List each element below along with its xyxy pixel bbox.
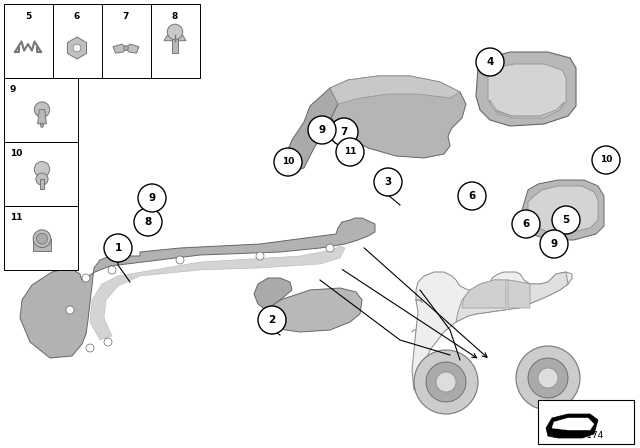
Text: 10: 10: [10, 149, 22, 158]
Polygon shape: [330, 76, 460, 104]
Polygon shape: [33, 239, 51, 251]
Text: 11: 11: [344, 147, 356, 156]
Circle shape: [476, 48, 504, 76]
Circle shape: [436, 372, 456, 392]
Polygon shape: [172, 35, 178, 53]
Circle shape: [36, 233, 47, 244]
Polygon shape: [488, 64, 566, 116]
Circle shape: [82, 274, 90, 282]
Polygon shape: [4, 142, 78, 206]
Circle shape: [330, 118, 358, 146]
Polygon shape: [40, 124, 44, 127]
Text: 2: 2: [268, 315, 276, 325]
Circle shape: [552, 206, 580, 234]
Circle shape: [528, 358, 568, 398]
Circle shape: [35, 161, 50, 177]
Polygon shape: [286, 88, 338, 170]
Text: 8: 8: [172, 12, 178, 21]
Polygon shape: [528, 186, 598, 232]
Text: 205174: 205174: [569, 431, 603, 440]
Circle shape: [592, 146, 620, 174]
Circle shape: [66, 306, 74, 314]
Circle shape: [86, 344, 94, 352]
Polygon shape: [522, 180, 604, 240]
Text: 9: 9: [148, 193, 156, 203]
Polygon shape: [4, 4, 200, 78]
Polygon shape: [20, 218, 375, 358]
Polygon shape: [4, 206, 78, 270]
Polygon shape: [412, 272, 572, 390]
Polygon shape: [324, 76, 466, 158]
Polygon shape: [546, 414, 598, 438]
Circle shape: [308, 116, 336, 144]
Text: 1: 1: [115, 243, 122, 253]
Polygon shape: [476, 52, 576, 126]
Text: 10: 10: [282, 158, 294, 167]
Polygon shape: [4, 78, 78, 142]
Polygon shape: [456, 272, 568, 322]
Polygon shape: [262, 288, 362, 332]
Circle shape: [540, 230, 568, 258]
Circle shape: [35, 102, 50, 117]
Circle shape: [458, 182, 486, 210]
Text: 6: 6: [522, 219, 530, 229]
Text: 4: 4: [486, 57, 493, 67]
Text: 6: 6: [74, 12, 80, 21]
Text: 8: 8: [145, 217, 152, 227]
Circle shape: [538, 368, 558, 388]
Polygon shape: [67, 37, 86, 59]
Circle shape: [258, 306, 286, 334]
Polygon shape: [40, 179, 44, 189]
Polygon shape: [508, 280, 530, 308]
Circle shape: [73, 44, 81, 52]
Circle shape: [426, 362, 466, 402]
Polygon shape: [113, 44, 126, 53]
Circle shape: [167, 24, 182, 39]
Polygon shape: [552, 418, 594, 430]
Circle shape: [104, 338, 112, 346]
Circle shape: [176, 256, 184, 264]
Polygon shape: [254, 278, 292, 310]
Polygon shape: [462, 280, 506, 308]
Polygon shape: [126, 44, 139, 53]
Circle shape: [516, 346, 580, 410]
Text: 9: 9: [550, 239, 557, 249]
Text: 3: 3: [385, 177, 392, 187]
Circle shape: [336, 138, 364, 166]
Circle shape: [512, 210, 540, 238]
Text: 6: 6: [468, 191, 476, 201]
Polygon shape: [490, 100, 564, 118]
Text: 10: 10: [600, 155, 612, 164]
Circle shape: [36, 173, 48, 185]
Circle shape: [104, 234, 132, 262]
Circle shape: [414, 350, 478, 414]
Circle shape: [108, 266, 116, 274]
Text: 7: 7: [340, 127, 348, 137]
Circle shape: [274, 148, 302, 176]
Circle shape: [134, 208, 162, 236]
Text: 7: 7: [123, 12, 129, 21]
Text: 9: 9: [10, 85, 17, 94]
Circle shape: [124, 46, 129, 50]
Text: 11: 11: [10, 213, 22, 222]
Text: 5: 5: [563, 215, 570, 225]
Circle shape: [256, 252, 264, 260]
Circle shape: [33, 230, 51, 247]
Circle shape: [326, 244, 334, 252]
Polygon shape: [538, 400, 634, 444]
Polygon shape: [164, 35, 186, 41]
Polygon shape: [38, 110, 46, 124]
Text: 9: 9: [319, 125, 326, 135]
Circle shape: [374, 168, 402, 196]
Polygon shape: [90, 246, 345, 340]
Circle shape: [138, 184, 166, 212]
Text: 5: 5: [25, 12, 31, 21]
